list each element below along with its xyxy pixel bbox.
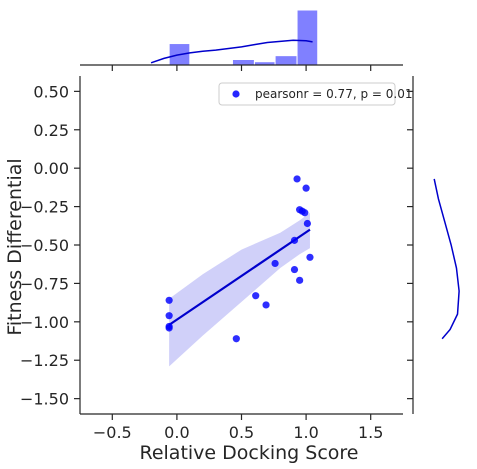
scatter-point <box>302 184 310 192</box>
y-tick-label: −1.25 <box>20 351 69 370</box>
y-axis-title: Fitness Differential <box>4 158 26 335</box>
y-tick-label: −1.00 <box>20 313 69 332</box>
x-tick-label: 0.0 <box>164 423 189 442</box>
marginal-y-histogram <box>407 76 460 414</box>
y-tick-label: −0.50 <box>20 236 69 255</box>
y-tick-label: 0.00 <box>33 159 69 178</box>
scatter-point <box>293 175 301 183</box>
regression-line <box>168 228 311 326</box>
y-tick-label: −0.75 <box>20 274 69 293</box>
top-histogram-bar <box>274 55 298 66</box>
y-tick-label: 0.25 <box>33 121 69 140</box>
y-tick-label: −0.25 <box>20 198 69 217</box>
scatter-point <box>290 236 299 244</box>
main-scatter-plot: −0.5 0.0 0.5 1.0 1.5 0.50 0.25 0.00 −0.25 −0.50 −… <box>20 76 403 442</box>
legend-label: pearsonr = 0.77, p = 0.01 <box>255 87 412 101</box>
right-kde-curve <box>433 178 460 340</box>
confidence-band-layer <box>169 212 310 367</box>
y-ticks-layer: 0.50 0.25 0.00 −0.25 −0.50 −0.75 −1.00 −1.25 −1.… <box>20 82 80 409</box>
x-tick-label: −0.5 <box>93 423 132 442</box>
scatter-point <box>252 292 260 300</box>
scatter-point <box>296 276 304 284</box>
scatter-point <box>290 265 299 274</box>
scatter-point <box>303 219 311 228</box>
x-tick-label: 0.5 <box>229 423 254 442</box>
legend: pearsonr = 0.77, p = 0.01 <box>218 82 412 106</box>
scatter-point <box>232 335 240 343</box>
x-axis-title: Relative Docking Score <box>139 442 358 464</box>
scatter-points-layer <box>165 175 314 343</box>
scatter-point <box>165 324 173 332</box>
top-kde-curve <box>150 39 313 64</box>
scatter-point <box>165 312 173 320</box>
x-tick-label: 1.5 <box>358 423 383 442</box>
top-histogram-bar <box>296 9 319 66</box>
scatter-point <box>165 296 173 304</box>
regression-line-layer <box>168 228 311 326</box>
scatter-point <box>306 253 314 261</box>
scatter-point <box>271 259 279 268</box>
x-tick-label: 1.0 <box>293 423 318 442</box>
legend-box <box>218 82 396 106</box>
y-tick-label: −1.50 <box>20 390 69 409</box>
y-tick-label: 0.50 <box>33 82 69 101</box>
top-histogram-bar <box>231 59 255 66</box>
x-ticks-layer: −0.5 0.0 0.5 1.0 1.5 <box>93 414 383 442</box>
legend-marker <box>232 90 240 98</box>
marginal-x-histogram <box>80 9 403 71</box>
scatter-point <box>262 301 270 309</box>
confidence-band <box>169 212 310 367</box>
scatter-point <box>301 209 309 217</box>
